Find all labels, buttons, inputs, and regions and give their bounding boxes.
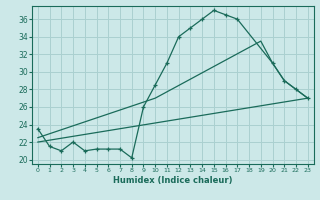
X-axis label: Humidex (Indice chaleur): Humidex (Indice chaleur) — [113, 176, 233, 185]
